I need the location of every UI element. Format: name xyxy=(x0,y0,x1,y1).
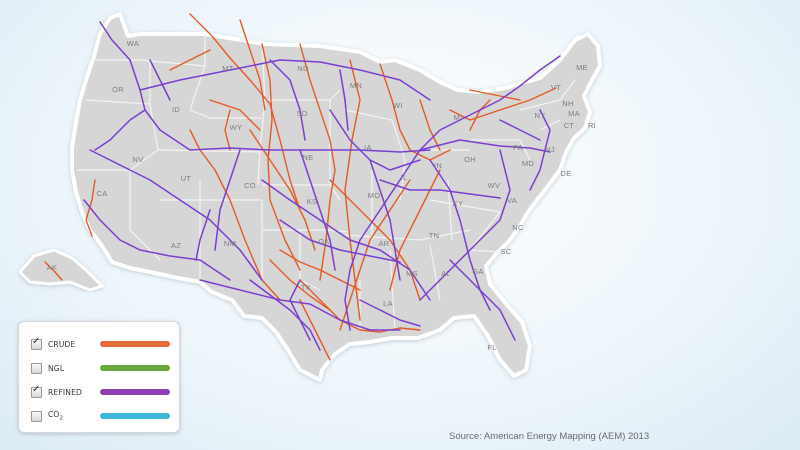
state-label: NM xyxy=(224,239,236,248)
state-label: LA xyxy=(383,299,393,308)
refined-checkbox[interactable] xyxy=(31,384,42,398)
state-label: NE xyxy=(302,153,313,162)
ngl-swatch xyxy=(100,365,170,371)
state-label: WY xyxy=(230,123,243,132)
state-label: OK xyxy=(318,237,329,246)
crude-swatch xyxy=(100,341,170,347)
state-label: WI xyxy=(393,101,403,110)
state-label: OR xyxy=(112,85,124,94)
state-label: WV xyxy=(488,181,501,190)
state-label: TN xyxy=(429,231,440,240)
us-outline xyxy=(70,12,602,382)
state-label: VA xyxy=(507,196,517,205)
ngl-checkbox[interactable] xyxy=(31,362,42,374)
state-label: GA xyxy=(472,267,483,276)
legend-label: NGL xyxy=(48,363,65,373)
legend-label: REFINED xyxy=(48,387,83,397)
state-label: ME xyxy=(576,63,588,72)
state-label: KY xyxy=(453,199,464,208)
legend-label: CO2 xyxy=(48,410,100,422)
state-label: AL xyxy=(441,269,451,278)
state-label: AK xyxy=(47,263,58,272)
state-label: KS xyxy=(307,197,318,206)
state-label: MI xyxy=(454,113,463,122)
state-label: FL xyxy=(487,343,496,352)
state-label: IA xyxy=(364,143,372,152)
state-label: CT xyxy=(564,121,575,130)
state-label: SD xyxy=(296,109,307,118)
state-label: OH xyxy=(464,155,476,164)
state-label: MT xyxy=(222,64,234,73)
state-label: NY xyxy=(534,111,545,120)
legend-item-refined[interactable]: REFINED xyxy=(31,380,170,404)
state-label: AR xyxy=(378,239,389,248)
state-label: VT xyxy=(551,83,561,92)
state-label: MA xyxy=(568,109,580,118)
co2-label: CO xyxy=(48,410,60,420)
refined-pipelines xyxy=(83,21,561,351)
state-borders xyxy=(76,34,576,331)
refined-swatch xyxy=(100,389,170,395)
state-label: RI xyxy=(588,121,596,130)
crude-checkbox[interactable] xyxy=(31,336,42,350)
alaska-outline xyxy=(17,248,105,292)
state-label: NV xyxy=(132,155,143,164)
legend-item-co2[interactable]: CO2 xyxy=(31,404,170,428)
state-labels: WA OR ID MT ND MN WI MI SD WY NV CA UT C… xyxy=(47,39,596,352)
state-label: MN xyxy=(350,81,362,90)
legend-item-crude[interactable]: CRUDE xyxy=(31,332,170,356)
co2-subscript: 2 xyxy=(59,415,64,422)
source-credit: Source: American Energy Mapping (AEM) 20… xyxy=(449,431,650,442)
state-label: MO xyxy=(368,191,381,200)
state-label: UT xyxy=(181,174,192,183)
state-label: AZ xyxy=(171,241,181,250)
state-label: TX xyxy=(301,283,311,292)
state-label: PA xyxy=(513,143,523,152)
co2-checkbox[interactable] xyxy=(31,410,42,422)
state-label: IN xyxy=(434,161,442,170)
legend-label: CRUDE xyxy=(48,339,76,349)
state-label: NC xyxy=(512,223,524,232)
pipeline-legend: CRUDE NGL REFINED CO2 xyxy=(18,321,180,433)
state-label: ID xyxy=(172,105,180,114)
co2-swatch xyxy=(100,413,170,419)
state-label: MS xyxy=(406,269,418,278)
state-label: WA xyxy=(127,39,139,48)
state-label: ND xyxy=(297,64,309,73)
state-label: NJ xyxy=(545,145,555,154)
state-label: CA xyxy=(96,189,107,198)
state-label: SC xyxy=(500,247,511,256)
state-label: MD xyxy=(522,159,535,168)
state-label: IL xyxy=(401,173,408,182)
state-label: DE xyxy=(560,169,571,178)
state-label: CO xyxy=(244,181,256,190)
state-label: NH xyxy=(562,99,573,108)
legend-item-ngl[interactable]: NGL xyxy=(31,356,170,380)
